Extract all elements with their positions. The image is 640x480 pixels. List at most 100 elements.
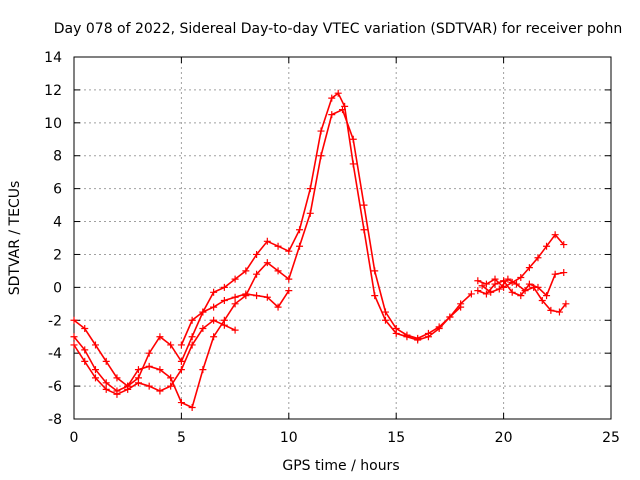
y-tick-label: 4: [53, 215, 62, 231]
x-tick-label: 5: [177, 430, 186, 446]
data-point: [70, 333, 78, 341]
data-point: [360, 226, 368, 234]
y-tick-label: -2: [48, 313, 62, 329]
data-point: [517, 273, 525, 281]
data-point: [285, 247, 293, 255]
data-point: [81, 325, 89, 332]
data-point: [360, 201, 368, 209]
data-point: [199, 325, 207, 332]
data-point: [177, 366, 185, 374]
y-tick-label: 8: [53, 149, 62, 165]
data-point: [156, 333, 164, 341]
data-point: [521, 287, 529, 295]
data-point: [467, 290, 475, 298]
data-point: [543, 292, 551, 300]
data-point: [242, 290, 250, 298]
data-point: [525, 280, 533, 288]
y-tick-label: -4: [48, 346, 62, 362]
data-point: [102, 379, 110, 387]
data-point: [220, 321, 228, 329]
data-point: [504, 275, 512, 283]
data-point: [285, 275, 293, 283]
data-point: [253, 292, 261, 300]
x-tick-label: 20: [495, 430, 513, 446]
data-point: [371, 267, 379, 275]
series-sat-track-A: [70, 89, 475, 390]
data-point: [210, 316, 218, 324]
data-point: [199, 366, 207, 374]
data-point: [349, 135, 357, 143]
data-point: [517, 292, 525, 300]
data-point: [474, 287, 482, 295]
data-point: [220, 297, 228, 305]
data-point: [91, 341, 99, 349]
x-tick-label: 10: [280, 430, 298, 446]
data-point: [334, 89, 342, 97]
axis-ticks: 0 5 10 15 20 25 -8 -6 -4 -2 0 2 4 6 8 10 12 14: [44, 50, 620, 446]
data-point: [530, 283, 538, 291]
data-point: [538, 297, 546, 305]
data-point: [317, 152, 325, 160]
data-point: [177, 399, 185, 407]
data-point: [328, 111, 336, 119]
data-point: [145, 382, 153, 390]
series-sat-track-D: [177, 287, 293, 349]
x-axis-label: GPS time / hours: [282, 458, 399, 474]
data-point: [167, 341, 175, 349]
data-point: [210, 333, 218, 341]
data-point: [478, 282, 486, 290]
data-point: [495, 285, 503, 293]
data-point: [156, 366, 164, 374]
y-tick-label: 6: [53, 182, 62, 198]
data-point: [285, 287, 293, 295]
series-trace: [73, 91, 472, 388]
data-point: [124, 385, 132, 393]
data-point: [188, 316, 196, 324]
data-point: [482, 280, 490, 288]
data-point: [274, 303, 282, 311]
y-tick-label: 10: [44, 116, 62, 132]
series-sat-track-C: [70, 316, 239, 398]
series-sat-track-G: [478, 275, 570, 316]
data-point: [91, 374, 99, 382]
data-point: [435, 323, 443, 331]
data-point: [134, 366, 142, 374]
data-point: [414, 334, 422, 342]
x-tick-label: 0: [70, 430, 79, 446]
data-point: [543, 242, 551, 250]
data-point: [263, 259, 271, 267]
data-point: [231, 326, 239, 334]
data-point: [512, 280, 520, 288]
data-point: [474, 277, 482, 285]
data-point: [381, 316, 389, 324]
data-point: [392, 325, 400, 332]
data-point: [188, 403, 196, 411]
data-point: [560, 241, 568, 249]
data-point: [306, 185, 314, 193]
data-point: [81, 357, 89, 365]
series-trace: [73, 108, 462, 409]
data-point: [339, 106, 346, 114]
data-point: [457, 303, 465, 311]
data-point: [167, 374, 175, 382]
series-sat-track-E: [474, 231, 568, 291]
data-point: [113, 390, 121, 398]
data-point: [560, 269, 568, 277]
data-point: [253, 270, 261, 278]
data-point: [482, 290, 490, 298]
data-point: [263, 293, 271, 301]
data-point: [424, 329, 432, 337]
data-point: [274, 267, 282, 275]
data-point: [156, 387, 164, 395]
data-point: [555, 308, 563, 316]
data-point: [349, 160, 357, 168]
data-point: [446, 313, 454, 321]
x-tick-label: 15: [387, 430, 405, 446]
data-point: [199, 308, 207, 316]
data-point: [145, 362, 153, 370]
data-point: [263, 237, 271, 245]
data-point: [188, 341, 196, 349]
data-point: [317, 127, 325, 135]
data-point: [491, 280, 499, 288]
data-point: [274, 242, 282, 250]
